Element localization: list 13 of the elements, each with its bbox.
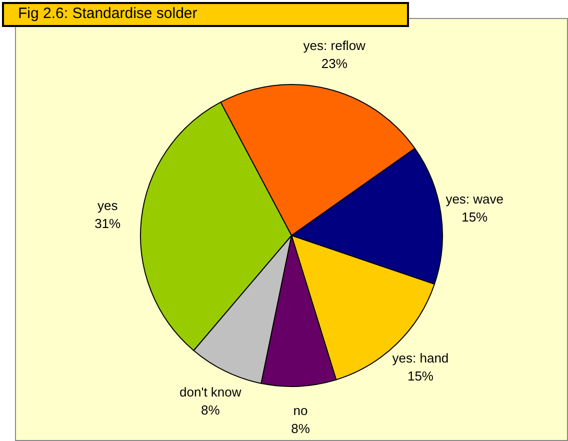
data-label: 15% [407, 368, 434, 384]
slice-label: don't know [180, 384, 242, 400]
data-label: 8% [201, 402, 220, 418]
chart-title: Fig 2.6: Standardise solder [2, 2, 409, 27]
data-label: 15% [462, 210, 488, 225]
slice-label: yes [97, 198, 118, 214]
slice-label: no [293, 402, 308, 418]
data-label: 31% [94, 216, 122, 232]
data-label: 23% [321, 56, 348, 72]
data-label: 8% [291, 420, 310, 436]
slice-label: yes: wave [446, 192, 504, 207]
slice-label: yes: hand [392, 350, 449, 366]
slice-label: yes: reflow [303, 38, 366, 54]
